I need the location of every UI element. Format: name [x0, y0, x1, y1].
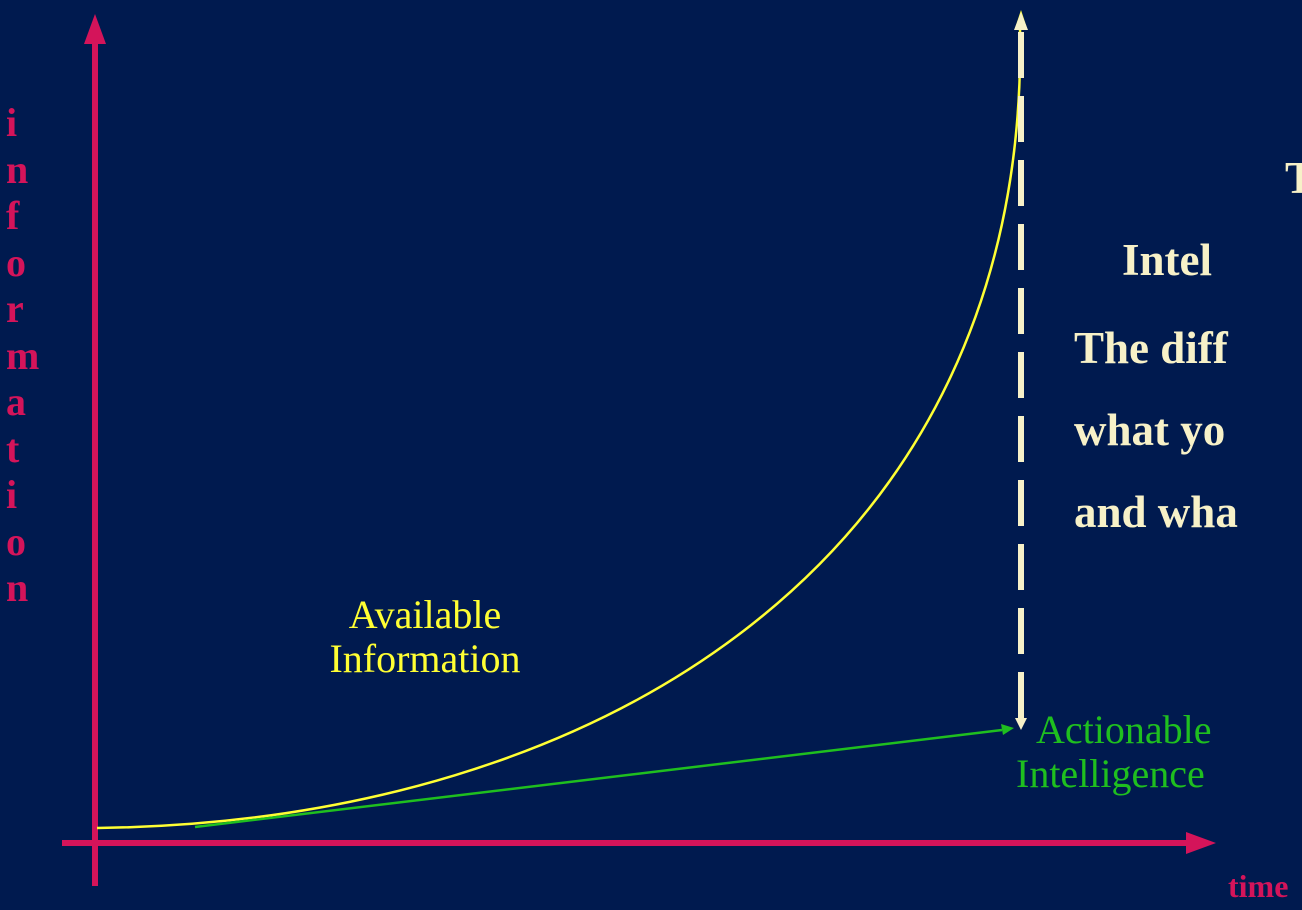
y-axis-letter: n: [6, 565, 29, 610]
actionable-intelligence-line: [194, 728, 1003, 829]
gap-title-line: Intel: [1122, 235, 1212, 285]
y-axis-letter: f: [6, 193, 20, 238]
actionable-intelligence-label: Actionable Intelligence: [1016, 708, 1302, 796]
available-information-label: Available Information: [290, 593, 560, 681]
y-axis-letter: t: [6, 425, 20, 471]
y-axis-letter: o: [6, 518, 26, 564]
actionable-label-line: Intelligence: [1016, 751, 1205, 796]
y-axis-letter: i: [6, 472, 18, 517]
available-information-curve: [96, 27, 1022, 830]
y-axis-letter: a: [6, 379, 26, 424]
gap-title-line: T: [1285, 153, 1302, 203]
y-axis-letter: r: [6, 286, 24, 331]
gap-description-line: The diff: [1074, 323, 1228, 373]
y-axis-letter: i: [6, 100, 18, 145]
gap-description-line: what yo: [1074, 405, 1226, 455]
gap-description-line: and wha: [1074, 487, 1238, 537]
available-label-line: Information: [329, 636, 521, 681]
y-axis-letter: o: [6, 239, 26, 285]
x-axis-arrowhead: [1186, 832, 1216, 854]
y-axis-letter: n: [6, 146, 29, 192]
x-axis-label: time: [1228, 868, 1289, 904]
gap-bottom-arrowhead: [1015, 718, 1027, 730]
y-axis-arrowhead: [84, 14, 106, 44]
y-axis-letter: m: [6, 332, 40, 378]
actionable-label-line: Actionable: [1036, 707, 1212, 752]
available-label-line: Available: [348, 592, 502, 637]
actionable-line-arrowhead: [1001, 724, 1014, 735]
gap-top-arrowhead: [1014, 12, 1028, 30]
y-axis-label: i n f o r m a t i o n: [6, 100, 56, 612]
